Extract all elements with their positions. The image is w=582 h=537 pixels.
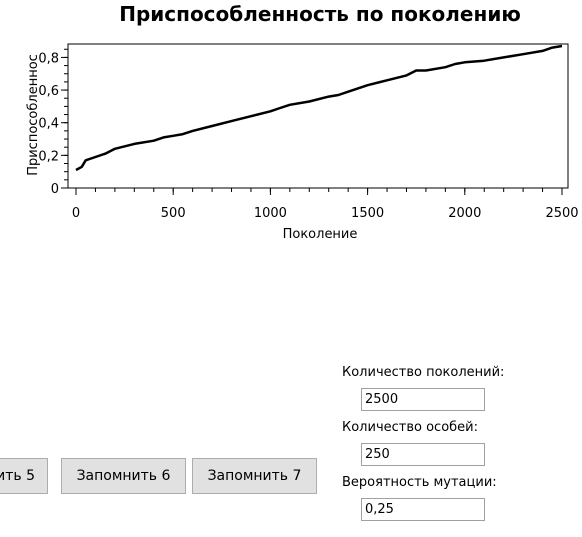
y-tick-label: 0,4 [38,117,59,132]
fitness-chart: Приспособленность по поколению 0 500 1000 1… [26,2,579,242]
x-tick-label: 0 [72,206,80,221]
y-tick-label: 0 [51,182,59,197]
generations-input[interactable] [361,388,485,411]
mutation-label: Вероятность мутации: [342,475,497,490]
y-tick-label: 0,2 [38,149,59,164]
remember-7-button[interactable]: Запомнить 7 [192,458,317,494]
fitness-series-line [75,44,563,172]
x-tick-label: 1500 [351,206,384,221]
generations-label: Количество поколений: [342,365,505,380]
mutation-input[interactable] [361,498,485,521]
remember-5-button[interactable]: Запомнить 5 [0,458,48,494]
remember-6-button[interactable]: Запомнить 6 [61,458,186,494]
y-tick-label: 0,6 [38,84,59,99]
plot-frame [67,43,569,189]
chart-title: Приспособленность по поколению [119,2,521,26]
x-tick-label: 500 [161,206,186,221]
y-axis-label: Приспособленнос [26,54,41,176]
individuals-label: Количество особей: [342,420,478,435]
y-tick-label: 0,8 [38,51,59,66]
individuals-input[interactable] [361,443,485,466]
x-tick-label: 1000 [254,206,287,221]
x-tick-label: 2500 [545,206,578,221]
x-axis-label: Поколение [283,227,358,242]
x-tick-label: 2000 [448,206,481,221]
